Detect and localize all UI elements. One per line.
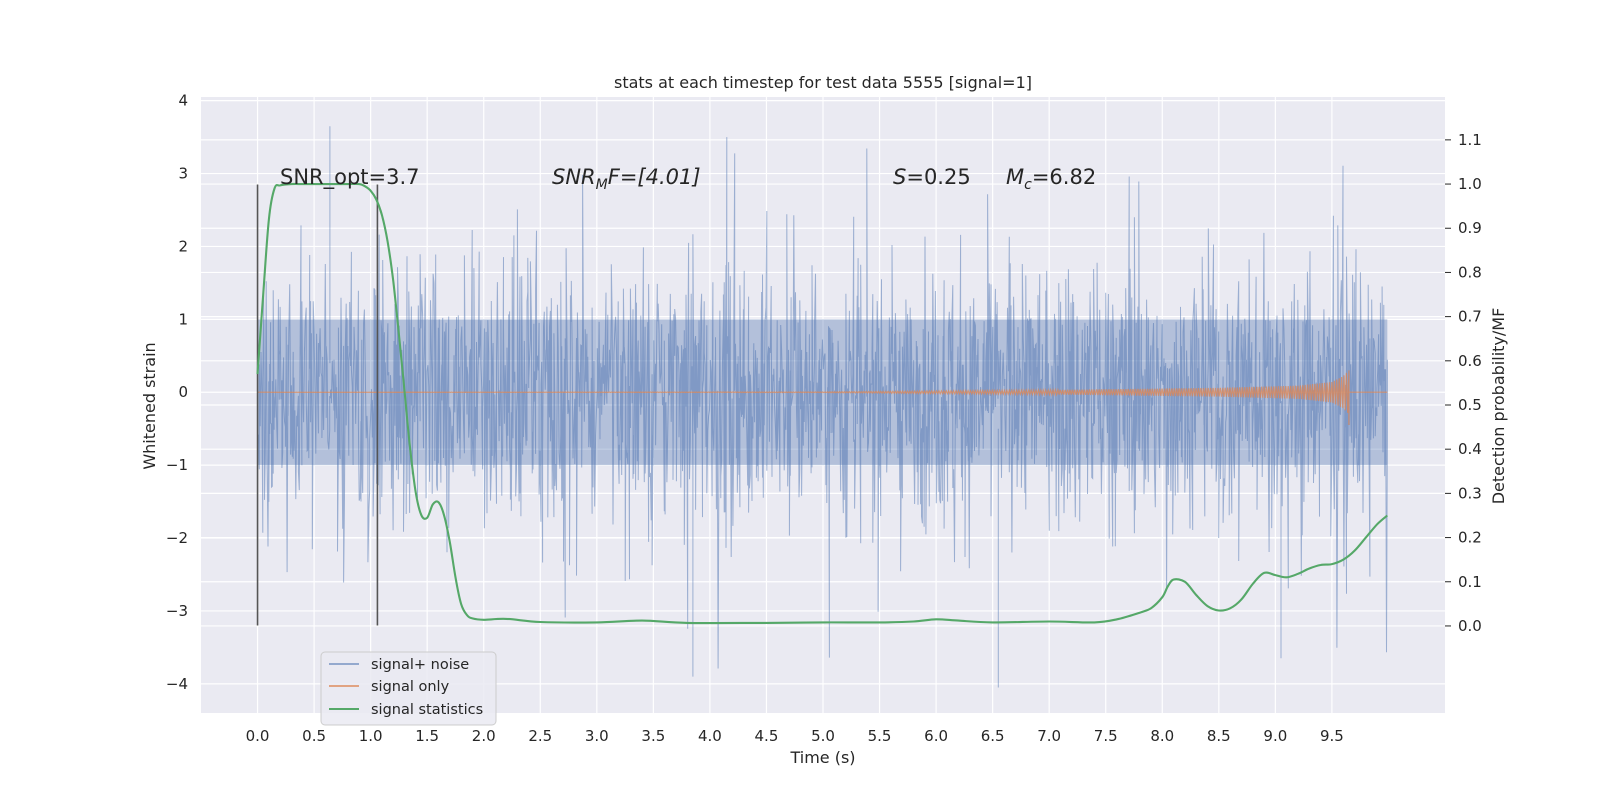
x-tick-label: 1.0 <box>359 727 383 745</box>
x-tick-labels: 0.0 0.5 1.0 1.5 2.0 2.5 3.0 3.5 4.0 4.5 5.0 5.5 6.0 6… <box>246 727 1344 745</box>
y-tick-label: −1 <box>166 456 188 474</box>
right-y-tick-label: 1.1 <box>1458 131 1482 149</box>
y-tick-label: 1 <box>178 310 188 328</box>
x-tick-label: 4.0 <box>698 727 722 745</box>
snr-opt-annotation: SNR_opt=3.7 <box>280 165 420 190</box>
x-tick-label: 7.5 <box>1094 727 1118 745</box>
legend-label-statistics: signal statistics <box>371 702 483 718</box>
right-y-tick-label: 0.1 <box>1458 573 1482 591</box>
right-y-tick-labels: 1.1 1.0 0.9 0.8 0.7 0.6 0.5 0.4 0.3 0.2 0.1 0.0 <box>1445 131 1482 635</box>
x-tick-label: 3.5 <box>641 727 665 745</box>
x-tick-label: 6.0 <box>924 727 948 745</box>
x-axis-label: Time (s) <box>789 748 855 767</box>
signal-noise-line <box>257 126 1388 688</box>
right-y-tick-label: 0.7 <box>1458 308 1482 326</box>
x-tick-label: 2.5 <box>528 727 552 745</box>
y-tick-label: −3 <box>166 602 188 620</box>
mc-annotation: Mc=6.82 <box>1006 165 1096 193</box>
right-y-tick-label: 0.4 <box>1458 440 1482 458</box>
x-tick-label: 6.5 <box>981 727 1005 745</box>
x-tick-label: 7.0 <box>1037 727 1061 745</box>
y-tick-labels: 4 3 2 1 0 −1 −2 −3 −4 <box>166 92 188 693</box>
right-y-tick-label: 1.0 <box>1458 175 1482 193</box>
vertical-markers <box>256 184 379 626</box>
x-tick-label: 0.5 <box>302 727 326 745</box>
chart-title: stats at each timestep for test data 555… <box>614 73 1032 92</box>
x-tick-label: 8.0 <box>1150 727 1174 745</box>
signal-only-series <box>257 370 1388 425</box>
x-tick-label: 1.5 <box>415 727 439 745</box>
right-y-tick-label: 0.9 <box>1458 219 1482 237</box>
right-y-axis-label: Detection probability/MF <box>1489 308 1508 505</box>
x-tick-label: 8.5 <box>1207 727 1231 745</box>
x-tick-label: 5.0 <box>811 727 835 745</box>
y-tick-label: −4 <box>166 675 188 693</box>
y-axis-label: Whitened strain <box>140 342 159 469</box>
x-tick-label: 4.5 <box>755 727 779 745</box>
x-tick-label: 0.0 <box>246 727 270 745</box>
right-y-tick-label: 0.6 <box>1458 352 1482 370</box>
right-y-tick-label: 0.2 <box>1458 529 1482 547</box>
s-annotation: S=0.25 <box>893 165 971 189</box>
legend: signal+ noise signal only signal statist… <box>320 651 497 726</box>
right-y-tick-label: 0.8 <box>1458 263 1482 281</box>
y-tick-label: 3 <box>178 165 188 183</box>
x-tick-label: 9.0 <box>1263 727 1287 745</box>
x-tick-label: 5.5 <box>868 727 892 745</box>
y-tick-label: −2 <box>166 529 188 547</box>
x-tick-label: 3.0 <box>585 727 609 745</box>
right-y-tick-label: 0.0 <box>1458 617 1482 635</box>
signal-only-line <box>257 370 1388 425</box>
legend-box <box>320 651 497 726</box>
right-y-tick-label: 0.5 <box>1458 396 1482 414</box>
right-y-tick-label: 0.3 <box>1458 484 1482 502</box>
snr-mf-annotation: SNRMF=[4.01] <box>552 165 701 193</box>
y-tick-label: 0 <box>178 383 188 401</box>
signal-statistics-line <box>256 182 1388 625</box>
legend-label-signal: signal only <box>371 679 450 695</box>
y-tick-label: 4 <box>178 92 188 110</box>
y-tick-label: 2 <box>178 237 188 255</box>
legend-label-noise: signal+ noise <box>371 657 469 673</box>
x-tick-label: 9.5 <box>1320 727 1344 745</box>
x-tick-label: 2.0 <box>472 727 496 745</box>
